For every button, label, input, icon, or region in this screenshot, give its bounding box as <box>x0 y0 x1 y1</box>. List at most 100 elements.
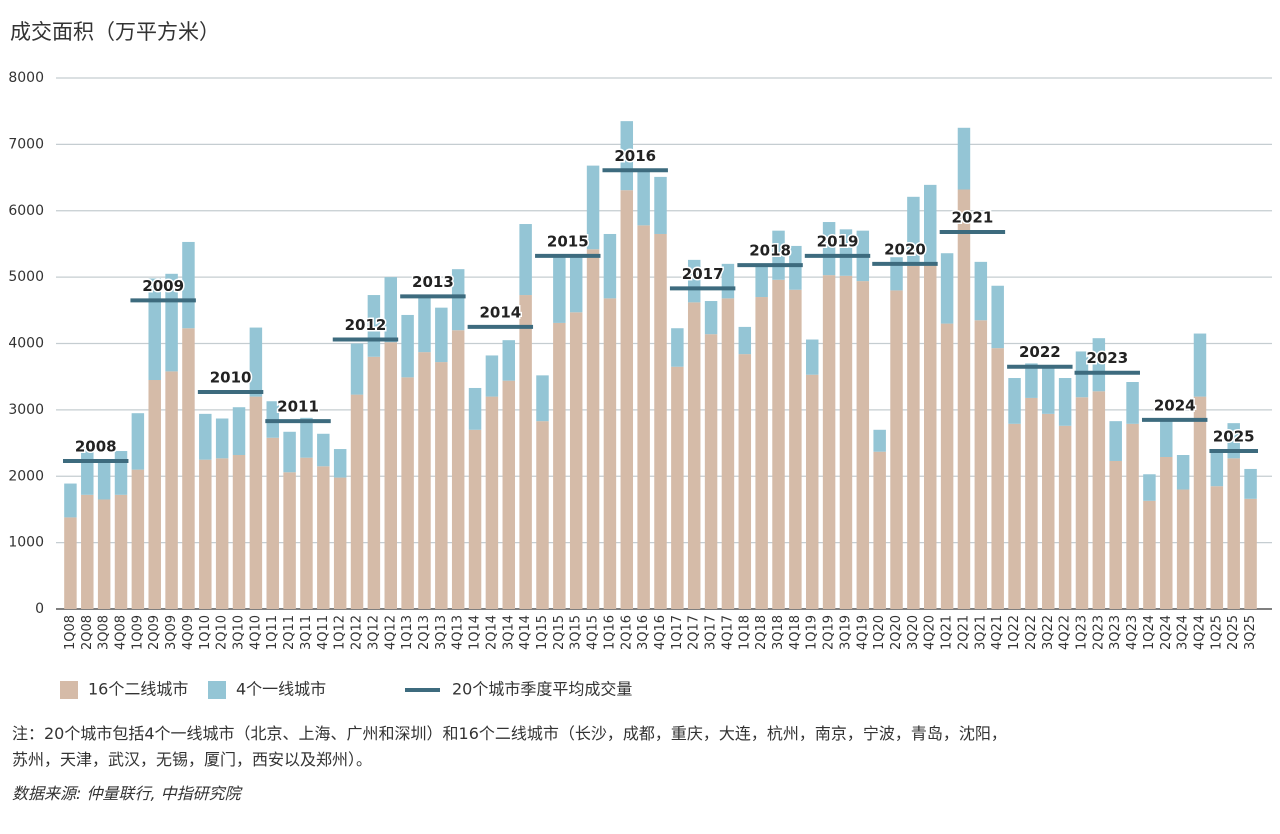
bar-segment <box>620 121 634 191</box>
x-tick-label: 4Q17 <box>720 615 735 650</box>
bar-segment <box>350 394 364 609</box>
bar-segment <box>1008 423 1021 609</box>
x-tick-label: 3Q10 <box>232 615 247 650</box>
x-tick-label: 2Q14 <box>484 615 499 650</box>
x-tick-label: 4Q22 <box>1058 615 1073 650</box>
bar-segment <box>671 366 684 609</box>
x-tick-label: 1Q19 <box>805 615 820 650</box>
bar-segment <box>1193 396 1207 609</box>
legend-swatch <box>60 681 78 699</box>
year-label: 2020 <box>884 240 926 258</box>
year-label: 2010 <box>210 368 252 386</box>
bar-segment <box>671 328 684 367</box>
bar-segment <box>1160 457 1173 609</box>
year-label: 2019 <box>817 232 859 250</box>
bar-segment <box>232 455 246 609</box>
bar-segment <box>468 429 482 609</box>
bar-segment <box>1058 425 1072 609</box>
bar-segment <box>536 421 549 609</box>
x-tick-label: 2Q18 <box>754 615 769 650</box>
bar-segment <box>131 469 145 609</box>
bar-segment <box>418 297 431 353</box>
x-tick-label: 4Q21 <box>990 615 1005 650</box>
note-line: 苏州，天津，武汉，无锡，厦门，西安以及郑州）。 <box>12 750 373 769</box>
year-label: 2011 <box>277 398 319 416</box>
x-tick-label: 2Q21 <box>956 615 971 650</box>
bar-segment <box>1244 498 1257 609</box>
bar-segment <box>654 176 667 234</box>
chart: 成交面积（万平方米） 0 1000 2000 3000 4000 5000 6000 7000… <box>8 20 1272 699</box>
bar-segment <box>1126 423 1139 609</box>
bar-segment <box>114 494 128 609</box>
x-tick-label: 2Q17 <box>687 615 702 650</box>
bar-segment <box>940 323 954 609</box>
x-tick-label: 1Q25 <box>1209 615 1224 650</box>
x-tick-label: 1Q20 <box>872 615 887 650</box>
bar-segment <box>603 233 617 299</box>
x-tick-label: 3Q16 <box>636 615 651 650</box>
bar-segment <box>738 326 752 355</box>
bar-segment <box>907 196 920 266</box>
x-tick-label: 3Q21 <box>973 615 988 650</box>
bar-segment <box>165 371 178 609</box>
x-tick-label: 1Q11 <box>265 615 280 650</box>
bar-segment <box>721 263 735 299</box>
bar-segment <box>1210 451 1224 487</box>
bar-segment <box>232 407 246 456</box>
bar-segment <box>1109 460 1122 609</box>
x-tick-label: 3Q19 <box>838 615 853 650</box>
x-tick-label: 4Q24 <box>1192 615 1207 650</box>
bar-segment <box>536 375 549 422</box>
bar-segment <box>907 265 920 609</box>
bar-segment <box>283 472 296 609</box>
bar-segment <box>991 285 1004 349</box>
x-tick-label: 4Q09 <box>181 615 196 650</box>
bar-segment <box>1025 397 1038 609</box>
bar-segment <box>468 387 482 430</box>
bar-segment <box>1058 378 1072 426</box>
bar-segment <box>873 451 886 609</box>
bar-segment <box>1176 455 1190 490</box>
year-label: 2009 <box>142 277 184 295</box>
year-label: 2024 <box>1154 396 1196 414</box>
x-tick-label: 3Q15 <box>569 615 584 650</box>
x-tick-label: 2Q15 <box>552 615 567 650</box>
bar-segment <box>199 459 212 609</box>
bar-segment <box>957 127 971 190</box>
year-label: 2013 <box>412 273 454 291</box>
bar-segment <box>822 275 836 609</box>
bar-segment <box>435 362 448 609</box>
x-tick-label: 4Q16 <box>653 615 668 650</box>
bar-segment <box>148 380 161 609</box>
bar-segment <box>957 189 971 609</box>
bar-segment <box>1244 468 1257 499</box>
x-tick-label: 1Q24 <box>1142 615 1157 650</box>
chart-title: 成交面积（万平方米） <box>10 20 220 44</box>
x-tick-label: 4Q12 <box>383 615 398 650</box>
x-tick-label: 1Q23 <box>1074 615 1089 650</box>
year-label: 2014 <box>479 303 521 321</box>
year-label: 2008 <box>75 437 117 455</box>
bar-segment <box>1042 413 1055 609</box>
bar-segment <box>502 340 516 381</box>
x-tick-label: 2Q24 <box>1159 615 1174 650</box>
bar-segment <box>924 184 937 265</box>
bar-segment <box>704 334 718 609</box>
x-tick-label: 2Q19 <box>822 615 837 650</box>
x-tick-label: 1Q21 <box>940 615 955 650</box>
bar-segment <box>401 377 414 609</box>
x-tick-label: 3Q09 <box>164 615 179 650</box>
x-tick-label: 2Q10 <box>215 615 230 650</box>
year-label: 2023 <box>1086 349 1128 367</box>
x-tick-label: 2Q11 <box>282 615 297 650</box>
bar-segment <box>1143 500 1156 609</box>
bar-segment <box>924 264 937 609</box>
x-tick-label: 1Q10 <box>198 615 213 650</box>
bar-segment <box>266 437 279 609</box>
x-tick-label: 1Q22 <box>1007 615 1022 650</box>
year-label: 2017 <box>682 265 724 283</box>
note-line: 注：20个城市包括4个一线城市（北京、上海、广州和深圳）和16个二线城市（长沙，… <box>12 724 1007 743</box>
bar-segment <box>1210 486 1224 609</box>
bar-segment <box>418 352 431 609</box>
x-tick-label: 3Q13 <box>434 615 449 650</box>
